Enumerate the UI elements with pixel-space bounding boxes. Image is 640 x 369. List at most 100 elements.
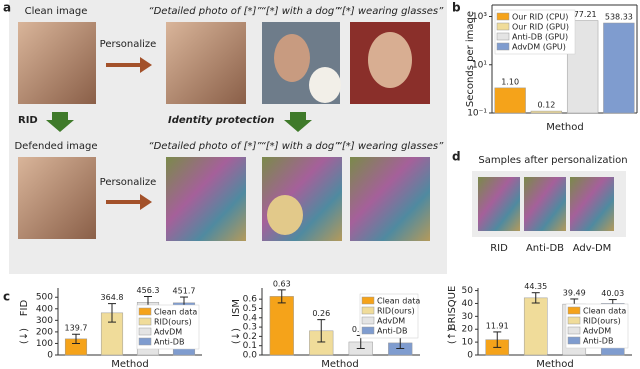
legend-swatch <box>496 32 510 41</box>
prompt: “Detailed photo of [*]” <box>148 6 262 17</box>
legend-swatch <box>361 326 375 335</box>
value-label: 0.63 <box>273 279 291 288</box>
x-axis-label: Method <box>536 359 574 369</box>
value-label: 44.35 <box>524 282 547 291</box>
value-label: 0.26 <box>312 309 330 318</box>
legend-swatch <box>138 317 152 326</box>
sample-label: RID <box>490 243 508 254</box>
legend-label: AdvDM (GPU) <box>512 43 566 52</box>
legend-label: Anti-DB <box>154 338 184 347</box>
y-tick-label: 0.2 <box>243 332 257 342</box>
photos-row-2 <box>18 157 430 241</box>
arrow <box>284 112 312 132</box>
legend-label: Our RID (CPU) <box>512 13 568 22</box>
y-axis-label: FID <box>19 300 30 317</box>
arrow <box>46 112 74 132</box>
y-tick-label: 0.5 <box>243 304 257 314</box>
caption: Identity protection <box>168 115 274 126</box>
prompt: “[*] with a dog” <box>261 141 341 152</box>
y-axis-note: (↓) <box>19 328 30 344</box>
bar <box>269 296 294 356</box>
y-tick-label: 200 <box>36 327 53 337</box>
legend-swatch <box>567 326 581 335</box>
y-tick-label: 300 <box>36 316 53 326</box>
bar <box>523 297 548 356</box>
legend-label: AdvDM <box>583 327 611 336</box>
y-tick-label: 0.0 <box>243 351 258 361</box>
caption: Personalize <box>100 39 157 50</box>
prompt: “[*] wearing glasses” <box>337 6 444 17</box>
legend-swatch <box>138 337 152 346</box>
y-axis-note: (↓) <box>231 328 242 344</box>
caption: RID <box>18 115 38 126</box>
y-tick-label: 10 <box>462 338 474 348</box>
arrow <box>106 194 152 210</box>
y-tick-label: 40 <box>462 299 474 309</box>
panel-label: b <box>452 1 461 15</box>
panel-label: a <box>3 1 11 15</box>
value-label: 139.7 <box>65 324 88 333</box>
sample-label: Adv-DM <box>573 243 612 254</box>
legend-swatch <box>567 316 581 325</box>
legend-swatch <box>361 296 375 305</box>
legend-label: AdvDM <box>377 317 405 326</box>
bar <box>530 110 563 114</box>
legend-swatch <box>138 307 152 316</box>
y-tick-label: 30 <box>462 312 474 322</box>
legend-label: RID(ours) <box>377 307 415 316</box>
y-tick-label: 0.4 <box>243 313 258 323</box>
bar <box>494 87 526 114</box>
legend-swatch <box>496 42 510 51</box>
y-axis-note: (↑) <box>447 328 458 344</box>
x-axis-label: Method <box>321 359 359 369</box>
y-axis-label: Seconds per image <box>465 11 476 107</box>
y-axis-label: ISM <box>231 299 242 317</box>
y-tick-label: 0.1 <box>243 341 257 351</box>
value-label: 11.91 <box>486 321 509 330</box>
prompt: “Detailed photo of [*]” <box>148 141 262 152</box>
legend-label: RID(ours) <box>583 317 621 326</box>
y-tick-label: 20 <box>462 325 474 335</box>
prompt: “[*] wearing glasses” <box>337 141 444 152</box>
arrow <box>106 57 152 73</box>
caption: Clean image <box>25 6 88 17</box>
y-tick-label: 0.6 <box>243 295 258 305</box>
y-axis-label: BRISQUE <box>447 286 458 331</box>
legend-swatch <box>361 306 375 315</box>
value-label: 364.8 <box>101 293 124 302</box>
y-tick-label: 0.3 <box>243 323 257 333</box>
legend-swatch <box>496 12 510 21</box>
caption: Defended image <box>14 141 97 152</box>
prompt: “[*] with a dog” <box>261 6 341 17</box>
value-label: 1.10 <box>501 77 519 86</box>
value-label: 451.7 <box>173 287 196 296</box>
legend-label: Clean data <box>154 308 197 317</box>
value-label: 677.21 <box>569 10 597 19</box>
legend-swatch <box>361 316 375 325</box>
legend-label: Anti-DB <box>377 327 407 336</box>
value-label: 40.03 <box>601 289 624 298</box>
legend-label: Clean data <box>583 307 626 316</box>
legend-label: Anti-DB <box>583 337 613 346</box>
y-tick-label: 400 <box>36 304 53 314</box>
legend-label: Clean data <box>377 297 420 306</box>
legend-swatch <box>138 327 152 336</box>
value-label: 0.12 <box>537 101 555 110</box>
y-tick-label: 10³ <box>472 12 487 22</box>
caption: Personalize <box>100 177 157 188</box>
legend-swatch <box>496 22 510 31</box>
sample-label: Anti-DB <box>526 243 564 254</box>
legend-swatch <box>567 306 581 315</box>
legend-swatch <box>567 336 581 345</box>
y-tick-label: 0 <box>47 351 53 361</box>
legend-label: AdvDM <box>154 328 182 337</box>
legend-label: Our RID (GPU) <box>512 23 569 32</box>
value-label: 538.33 <box>605 12 633 21</box>
panel-title: Samples after personalization <box>478 155 627 166</box>
legend-label: Anti-DB (GPU) <box>512 33 568 42</box>
y-tick-label: 10⁻¹ <box>467 109 487 119</box>
bar <box>603 22 635 114</box>
y-tick-label: 100 <box>36 339 53 349</box>
value-label: 39.49 <box>563 288 586 297</box>
